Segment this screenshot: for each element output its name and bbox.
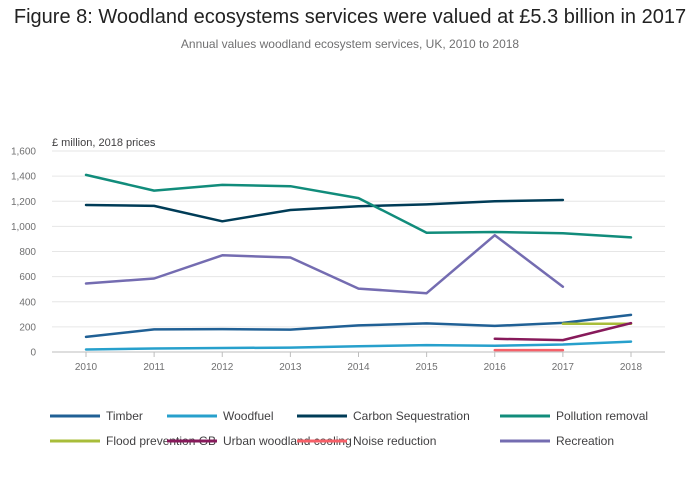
legend-label-carbon-sequestration: Carbon Sequestration — [353, 409, 470, 423]
y-tick-label: 1,200 — [11, 197, 36, 208]
series-line-woodfuel — [84, 340, 633, 351]
series-line-urban-woodland-cooling — [493, 321, 633, 342]
chart-title: Figure 8: Woodland ecosystems services w… — [13, 6, 687, 28]
y-tick-label: 200 — [19, 322, 36, 333]
legend-label-timber: Timber — [106, 409, 143, 423]
legend-label-pollution-removal: Pollution removal — [556, 409, 648, 423]
x-tick-label: 2010 — [75, 362, 98, 373]
y-tick-label: 400 — [19, 297, 36, 308]
x-tick-label: 2015 — [416, 362, 439, 373]
y-tick-label: 800 — [19, 247, 36, 258]
y-tick-label: 1,000 — [11, 222, 36, 233]
legend-label-flood-prevention-gb: Flood prevention GB — [106, 434, 216, 448]
y-tick-label: 0 — [30, 348, 36, 359]
series-line-timber — [84, 313, 633, 339]
x-tick-label: 2012 — [211, 362, 234, 373]
y-tick-label: 1,600 — [11, 147, 36, 158]
legend-label-woodfuel: Woodfuel — [223, 409, 273, 423]
y-tick-label: 600 — [19, 272, 36, 283]
y-tick-label: 1,400 — [11, 172, 36, 183]
legend-label-noise-reduction: Noise reduction — [353, 434, 436, 448]
legend-label-urban-woodland-cooling: Urban woodland cooling — [223, 434, 352, 448]
legend-label-recreation: Recreation — [556, 434, 614, 448]
x-tick-label: 2011 — [143, 362, 165, 373]
x-tick-label: 2018 — [620, 362, 643, 373]
x-tick-label: 2013 — [279, 362, 302, 373]
series-line-recreation — [84, 233, 565, 295]
series-line-pollution-removal — [84, 173, 633, 239]
x-tick-label: 2016 — [484, 362, 507, 373]
x-tick-label: 2017 — [552, 362, 575, 373]
y-axis-label: £ million, 2018 prices — [52, 137, 156, 149]
x-tick-label: 2014 — [347, 362, 370, 373]
chart-subtitle: Annual values woodland ecosystem service… — [180, 37, 520, 51]
series-line-carbon-sequestration — [84, 198, 565, 223]
